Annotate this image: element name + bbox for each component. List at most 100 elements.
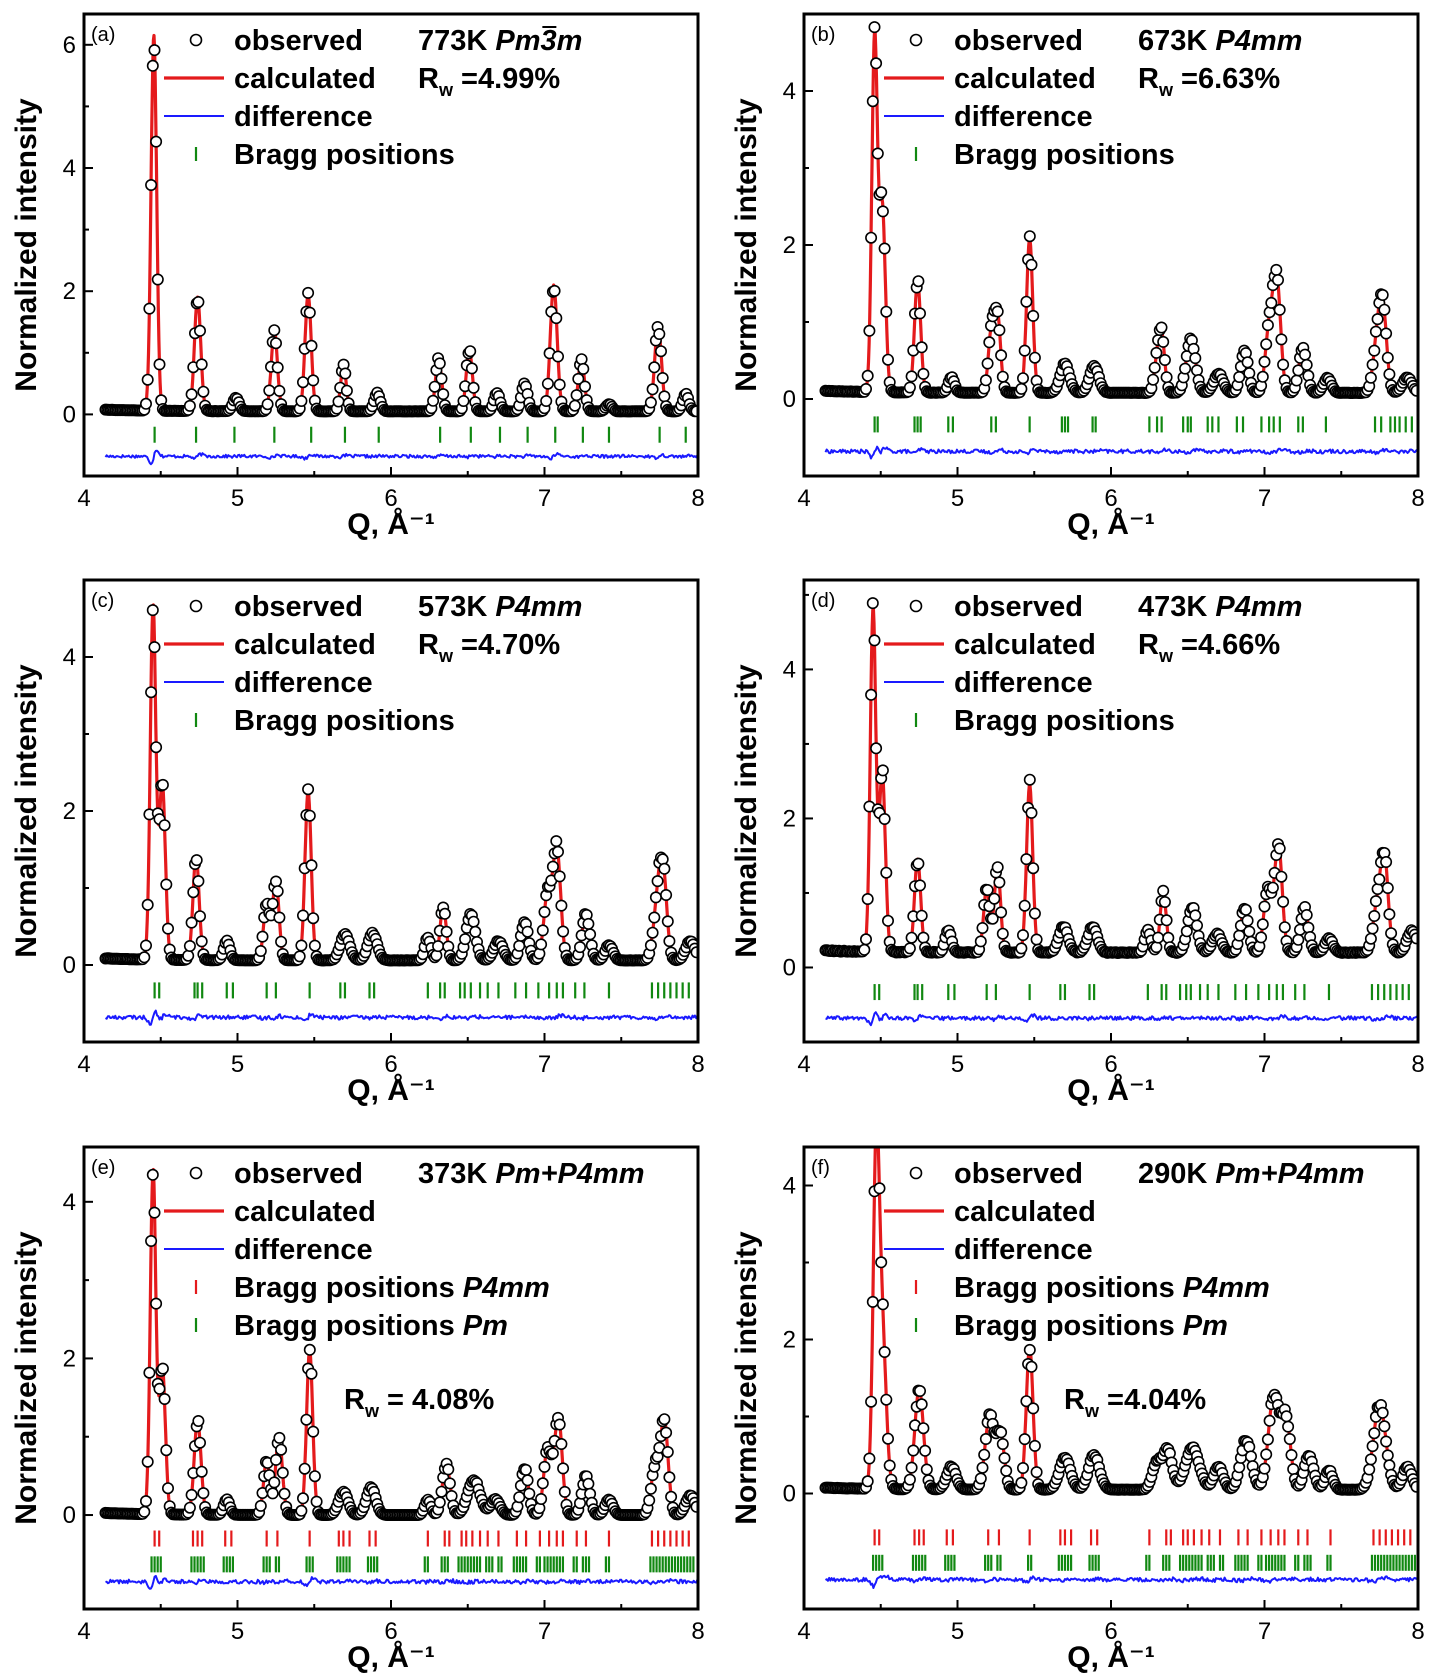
space-group-text: P4mm — [1215, 25, 1302, 57]
observed-point — [141, 898, 154, 911]
observed-point — [307, 1425, 320, 1438]
observed-point — [1366, 1440, 1379, 1453]
legend-entry-group: Pm — [1183, 1310, 1228, 1342]
observed-point — [1015, 382, 1028, 395]
observed-point — [1152, 931, 1165, 944]
observed-point — [859, 933, 872, 946]
observed-point — [1155, 321, 1168, 334]
observed-point — [536, 924, 549, 937]
calculated-series-line — [824, 28, 1418, 395]
observed-point — [996, 927, 1009, 940]
x-tick-label: 7 — [1258, 1051, 1271, 1078]
temperature-space-group: 573K P4mm — [418, 591, 582, 623]
observed-point — [273, 384, 286, 397]
observed-point — [1180, 925, 1193, 938]
x-tick-label: 5 — [231, 1051, 244, 1078]
y-axis-title: Normalized intensity — [10, 1231, 43, 1525]
observed-point — [1016, 372, 1029, 385]
observed-point — [870, 57, 883, 70]
observed-point — [883, 1459, 896, 1472]
rw-value: =4.04% — [1099, 1384, 1206, 1416]
observed-point — [269, 875, 282, 888]
observed-point — [976, 1461, 989, 1474]
observed-point — [1025, 258, 1038, 271]
legend-entry-group: Pm — [463, 1310, 508, 1342]
observed-point — [145, 1235, 158, 1248]
observed-point — [254, 1499, 267, 1512]
observed-point — [143, 302, 156, 315]
legend-entry-label: difference — [234, 1234, 373, 1266]
observed-point — [988, 892, 1001, 905]
rw-subscript: w — [438, 80, 454, 100]
observed-point — [1018, 899, 1031, 912]
observed-point — [1371, 313, 1384, 326]
observed-point — [140, 1495, 153, 1508]
observed-point — [976, 921, 989, 934]
observed-point — [150, 741, 163, 754]
rw-factor: Rw =4.70% — [418, 629, 560, 666]
observed-point — [1255, 931, 1268, 944]
rw-value: =4.66% — [1173, 629, 1280, 661]
legend-entry-label: calculated — [234, 63, 376, 95]
legend-entry-label: calculated — [954, 1196, 1096, 1228]
legend: observed calculated difference Bragg positi… — [164, 591, 455, 737]
observed-point — [185, 388, 198, 401]
observed-point — [996, 370, 1009, 383]
observed-point — [445, 1490, 458, 1503]
temperature-space-group: 290K Pm+P4mm — [1138, 1158, 1365, 1190]
observed-point — [1158, 353, 1171, 366]
observed-point — [146, 59, 159, 72]
observed-series — [99, 1168, 698, 1522]
y-tick-label: 4 — [783, 78, 796, 105]
observed-point — [658, 390, 671, 403]
observed-point — [305, 1367, 318, 1380]
observed-point — [1028, 1439, 1041, 1452]
x-tick-label: 8 — [1411, 1618, 1424, 1645]
observed-point — [643, 1494, 656, 1507]
observed-point — [192, 875, 205, 888]
observed-point — [1233, 1461, 1246, 1474]
observed-point — [1027, 309, 1040, 322]
legend-entry-label: difference — [954, 667, 1093, 699]
x-tick-label: 8 — [691, 485, 704, 512]
bragg-ticks-p4mm — [153, 1530, 690, 1547]
observed-point — [550, 312, 563, 325]
observed-point — [993, 324, 1006, 337]
observed-point — [915, 909, 928, 922]
observed-point — [905, 931, 918, 944]
x-tick-label: 7 — [1258, 485, 1271, 512]
observed-point — [912, 857, 925, 870]
difference-series-line — [824, 445, 1418, 460]
observed-point — [656, 853, 669, 866]
observed-point — [1148, 361, 1161, 374]
x-tick-label: 5 — [231, 1618, 244, 1645]
observed-series — [819, 597, 1418, 959]
observed-point — [194, 910, 207, 923]
observed-point — [513, 1491, 526, 1504]
x-tick-label: 8 — [691, 1618, 704, 1645]
observed-point — [1292, 364, 1305, 377]
rw-factor: Rw =4.04% — [1064, 1384, 1206, 1421]
bragg-ticks — [153, 982, 690, 999]
observed-point — [195, 1465, 208, 1478]
observed-point — [303, 306, 316, 319]
observed-point — [1371, 882, 1384, 895]
legend-entry-text: Bragg positions — [234, 1310, 463, 1342]
legend-entry-text: Bragg positions — [954, 1272, 1183, 1304]
rw-value: =4.99% — [453, 63, 560, 95]
y-tick-label: 4 — [63, 1189, 76, 1216]
observed-point — [300, 1413, 313, 1426]
legend-entry-label: Bragg positions P4mm — [954, 1272, 1270, 1304]
legend-entry-label: calculated — [954, 63, 1096, 95]
observed-point — [308, 1470, 321, 1483]
y-tick-label: 2 — [63, 278, 76, 305]
observed-point — [880, 305, 893, 318]
observed-point — [1287, 1463, 1300, 1476]
difference-series-line — [104, 1009, 698, 1026]
observed-point — [1300, 358, 1313, 371]
observed-point — [1027, 862, 1040, 875]
observed-point — [1233, 929, 1246, 942]
rw-subscript: w — [438, 646, 454, 666]
plot-area — [819, 1147, 1418, 1589]
rw-subscript: w — [1084, 1401, 1100, 1421]
